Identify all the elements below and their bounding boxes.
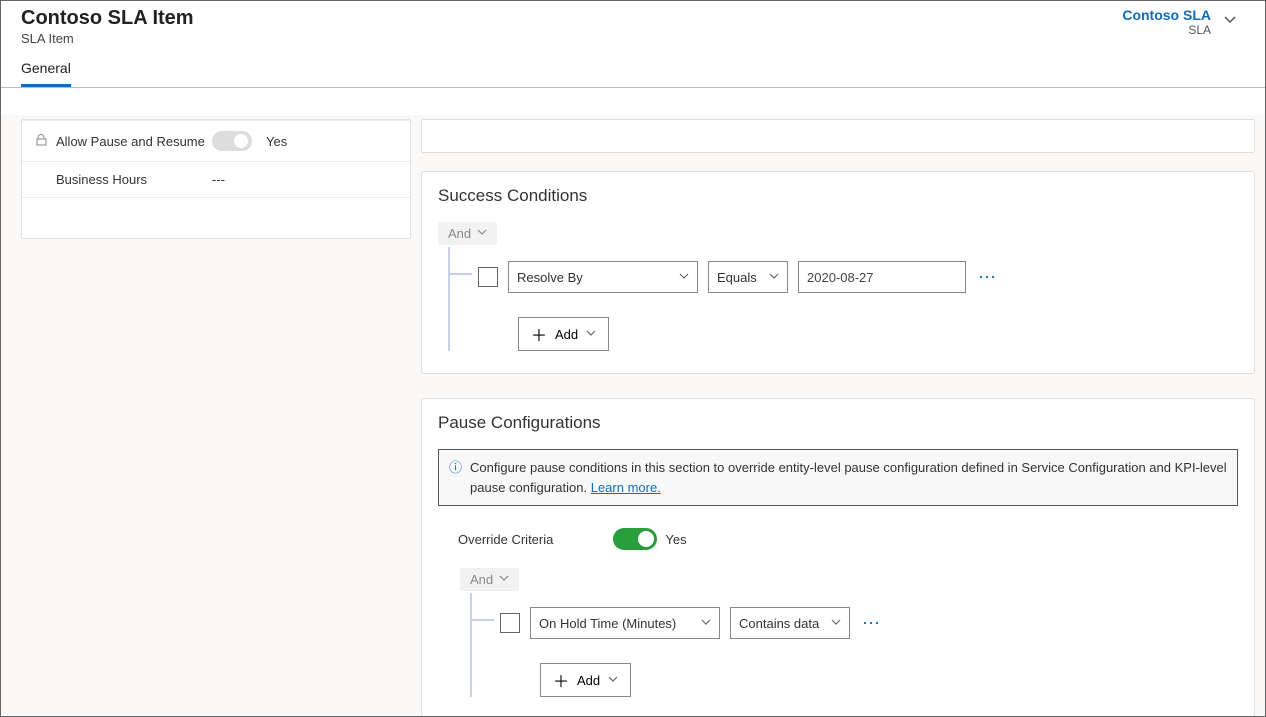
and-label: And [448, 226, 471, 241]
condition-checkbox[interactable] [478, 267, 498, 287]
business-hours-row: Business Hours --- [22, 162, 410, 198]
tab-bar: General [1, 46, 1265, 88]
header-left: Contoso SLA Item SLA Item [21, 7, 194, 46]
chevron-down-icon [769, 271, 779, 284]
plus-icon: ＋ [553, 668, 569, 692]
add-label: Add [555, 327, 578, 342]
success-conditions-panel: Success Conditions And Resolve By [421, 171, 1255, 374]
field-dropdown[interactable]: On Hold Time (Minutes) [530, 607, 720, 639]
chevron-down-icon [477, 227, 487, 240]
page-title: Contoso SLA Item [21, 7, 194, 30]
allow-pause-toggle[interactable] [212, 131, 252, 151]
header-ref: Contoso SLA SLA [1122, 7, 1211, 37]
chevron-down-icon[interactable] [1219, 7, 1241, 38]
field-value: Resolve By [517, 270, 583, 285]
plus-icon: ＋ [531, 322, 547, 346]
allow-pause-row: Allow Pause and Resume Yes [22, 120, 410, 162]
chevron-down-icon [499, 573, 509, 586]
allow-pause-label: Allow Pause and Resume [56, 134, 206, 149]
chevron-down-icon [831, 617, 841, 630]
info-icon: ⓘ [449, 458, 462, 497]
override-criteria-label: Override Criteria [458, 532, 553, 547]
value-input[interactable]: 2020-08-27 [798, 261, 966, 293]
properties-card: Allow Pause and Resume Yes Business Hour… [21, 119, 411, 239]
add-condition-button[interactable]: ＋ Add [540, 663, 631, 697]
field-dropdown[interactable]: Resolve By [508, 261, 698, 293]
operator-dropdown[interactable]: Contains data [730, 607, 850, 639]
success-and-chip[interactable]: And [438, 222, 497, 245]
lock-icon [36, 134, 50, 149]
info-banner: ⓘ Configure pause conditions in this sec… [438, 449, 1238, 506]
override-criteria-row: Override Criteria Yes [438, 522, 1238, 568]
override-criteria-value: Yes [665, 532, 686, 547]
pause-configurations-title: Pause Configurations [438, 413, 1238, 433]
operator-value: Contains data [739, 616, 819, 631]
info-text: Configure pause conditions in this secti… [470, 460, 1227, 495]
and-label: And [470, 572, 493, 587]
learn-more-link[interactable]: Learn more. [591, 480, 661, 495]
right-column: Success Conditions And Resolve By [421, 115, 1265, 716]
page-header: Contoso SLA Item SLA Item Contoso SLA SL… [1, 1, 1265, 46]
page-subtitle: SLA Item [21, 31, 194, 46]
chevron-down-icon [701, 617, 711, 630]
chevron-down-icon [679, 271, 689, 284]
field-value: On Hold Time (Minutes) [539, 616, 676, 631]
pause-condition-row: On Hold Time (Minutes) Contains data [500, 593, 1238, 647]
chevron-down-icon [586, 328, 596, 341]
operator-dropdown[interactable]: Equals [708, 261, 788, 293]
tab-general[interactable]: General [21, 60, 71, 87]
override-criteria-toggle[interactable] [613, 528, 657, 550]
add-condition-button[interactable]: ＋ Add [518, 317, 609, 351]
success-condition-root: And Resolve By [438, 222, 1238, 351]
left-column: Allow Pause and Resume Yes Business Hour… [1, 115, 421, 716]
related-sla-link[interactable]: Contoso SLA [1122, 7, 1211, 23]
condition-checkbox[interactable] [500, 613, 520, 633]
pause-and-chip[interactable]: And [460, 568, 519, 591]
success-condition-row: Resolve By Equals 2 [478, 247, 1238, 301]
pause-condition-root: And On Hold Time (Minutes) [438, 568, 1238, 697]
override-toggle-wrap: Yes [613, 528, 686, 550]
business-hours-label: Business Hours [56, 172, 206, 187]
allow-pause-value: Yes [266, 134, 287, 149]
info-text-wrap: Configure pause conditions in this secti… [470, 458, 1227, 497]
header-right: Contoso SLA SLA [1122, 7, 1245, 38]
scroll-region[interactable]: Success Conditions And Resolve By [421, 115, 1265, 716]
more-actions-icon[interactable]: ⋯ [976, 267, 1000, 288]
related-sla-type: SLA [1122, 23, 1211, 37]
success-condition-body: Resolve By Equals 2 [448, 247, 1238, 351]
more-actions-icon[interactable]: ⋯ [860, 613, 884, 634]
operator-value: Equals [717, 270, 757, 285]
previous-panel-edge [421, 119, 1255, 153]
business-hours-value: --- [212, 172, 225, 187]
pause-condition-body: On Hold Time (Minutes) Contains data [470, 593, 1238, 697]
success-conditions-title: Success Conditions [438, 186, 1238, 206]
pause-configurations-panel: Pause Configurations ⓘ Configure pause c… [421, 398, 1255, 716]
chevron-down-icon [608, 674, 618, 687]
body-area: Allow Pause and Resume Yes Business Hour… [1, 115, 1265, 716]
add-label: Add [577, 673, 600, 688]
